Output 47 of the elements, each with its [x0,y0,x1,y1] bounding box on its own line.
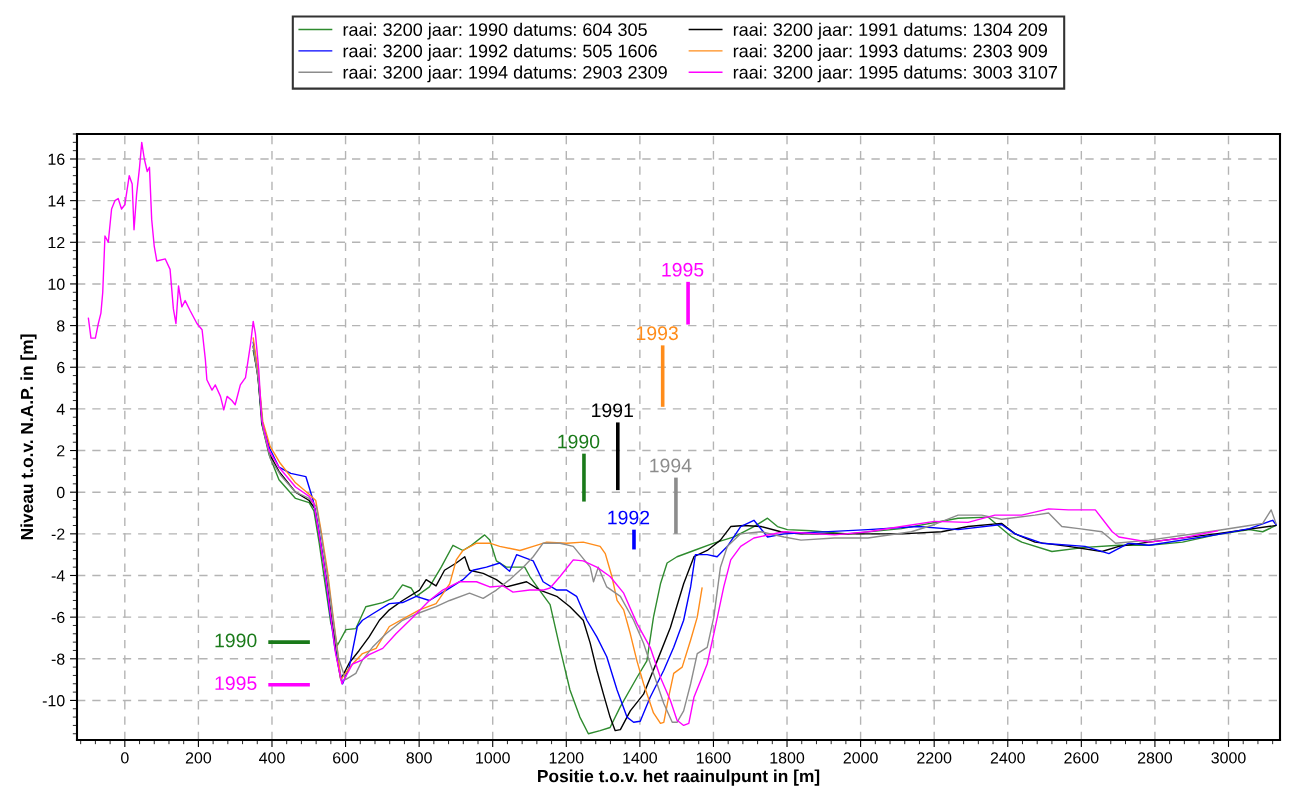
x-axis-title: Positie t.o.v. het raainulpunt in [m] [538,769,820,786]
y-tick-label: -2 [51,528,65,540]
x-tick-label: 2600 [1064,752,1099,764]
y-tick-label: 0 [56,486,65,499]
x-tick-label: 1000 [476,752,510,764]
x-tick-label: 3000 [1211,752,1246,764]
y-tick-label: -4 [51,570,65,582]
x-tick-label: 1600 [696,752,731,764]
x-tick-label: 600 [333,752,359,764]
x-tick-label: 0 [121,752,129,764]
y-tick-label: 8 [57,320,65,332]
x-tick-label: 1400 [623,752,658,764]
legend-label: raai: 3200 jaar: 1994 datums: 2903 2309 [343,65,667,83]
x-tick-label: 2400 [990,752,1025,764]
y-tick-label: 16 [48,153,65,165]
series-label: 1995 [662,262,704,277]
y-tick-label: 4 [56,403,65,415]
legend-label: raai: 3200 jaar: 1992 datums: 505 1606 [343,44,657,61]
y-tick-label: 14 [48,195,65,207]
y-tick-label: -10 [42,695,65,707]
y-tick-label: 10 [48,278,65,290]
legend-label: raai: 3200 jaar: 1990 datums: 604 305 [343,22,647,40]
series-label: 1994 [650,458,692,473]
y-tick-label: -8 [51,653,65,665]
x-tick-label: 1800 [770,752,805,764]
x-tick-label: 2200 [917,752,952,764]
series-label: 1993 [636,326,678,341]
x-tick-label: 800 [406,752,432,764]
y-tick-label: 2 [57,445,65,457]
x-tick-label: 400 [259,752,285,764]
series-label: 1990 [215,633,257,648]
y-tick-label: 6 [57,361,65,374]
legend-label: raai: 3200 jaar: 1995 datums: 3003 3107 [733,65,1057,83]
series-label: 1991 [592,403,633,418]
y-axis-title: Niveau t.o.v. N.A.P. in [m] [20,334,37,540]
x-tick-label: 200 [185,752,212,764]
line-series [87,141,1219,727]
x-tick-label: 2800 [1137,752,1173,764]
legend-label: raai: 3200 jaar: 1991 datums: 1304 209 [733,22,1048,40]
x-tick-label: 1200 [549,752,584,764]
series-label: 1992 [608,510,650,525]
y-tick-label: 12 [48,236,65,249]
legend-label: raai: 3200 jaar: 1993 datums: 2303 909 [733,44,1048,61]
y-tick-label: -6 [51,611,65,624]
series-label: 1995 [215,676,257,691]
x-tick-label: 2000 [843,752,878,764]
series-label: 1990 [558,434,600,449]
